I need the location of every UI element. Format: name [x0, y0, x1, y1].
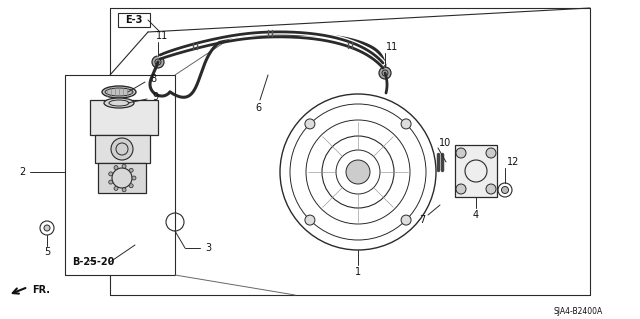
- Circle shape: [129, 168, 133, 172]
- Ellipse shape: [105, 88, 133, 96]
- Bar: [98, 163, 146, 193]
- Circle shape: [152, 56, 164, 68]
- Circle shape: [346, 160, 370, 184]
- Circle shape: [114, 166, 118, 170]
- Circle shape: [401, 215, 411, 225]
- Text: 1: 1: [355, 267, 361, 277]
- Bar: [90, 100, 158, 135]
- Ellipse shape: [104, 98, 134, 108]
- Text: E-3: E-3: [125, 15, 143, 25]
- Circle shape: [129, 184, 133, 188]
- Circle shape: [114, 186, 118, 190]
- Text: ~: ~: [88, 257, 97, 267]
- Text: 3: 3: [205, 243, 211, 253]
- Circle shape: [122, 164, 126, 168]
- Text: 9: 9: [152, 92, 158, 102]
- Ellipse shape: [102, 86, 136, 98]
- Text: SJA4-B2400A: SJA4-B2400A: [554, 307, 603, 315]
- Text: FR.: FR.: [32, 285, 50, 295]
- Ellipse shape: [111, 138, 133, 160]
- Circle shape: [379, 67, 391, 79]
- Text: 6: 6: [255, 103, 261, 113]
- Text: 7: 7: [419, 215, 425, 225]
- Circle shape: [109, 180, 113, 184]
- Bar: [95, 135, 150, 163]
- Text: 8: 8: [150, 74, 156, 84]
- Circle shape: [502, 187, 509, 194]
- Text: 10: 10: [439, 138, 451, 148]
- Circle shape: [305, 119, 315, 129]
- Circle shape: [122, 188, 126, 192]
- Circle shape: [486, 148, 496, 158]
- Circle shape: [305, 215, 315, 225]
- Bar: [455, 145, 497, 197]
- Circle shape: [132, 176, 136, 180]
- Text: 2: 2: [19, 167, 25, 177]
- Circle shape: [456, 184, 466, 194]
- Circle shape: [44, 225, 50, 231]
- Circle shape: [109, 172, 113, 176]
- Circle shape: [456, 148, 466, 158]
- Text: 11: 11: [156, 31, 168, 41]
- Circle shape: [486, 184, 496, 194]
- Circle shape: [401, 119, 411, 129]
- Text: B-25-20: B-25-20: [72, 257, 115, 267]
- Text: 12: 12: [507, 157, 519, 167]
- Bar: [118, 13, 150, 27]
- Text: 5: 5: [44, 247, 50, 257]
- Text: 4: 4: [473, 210, 479, 220]
- Text: 11: 11: [386, 42, 398, 52]
